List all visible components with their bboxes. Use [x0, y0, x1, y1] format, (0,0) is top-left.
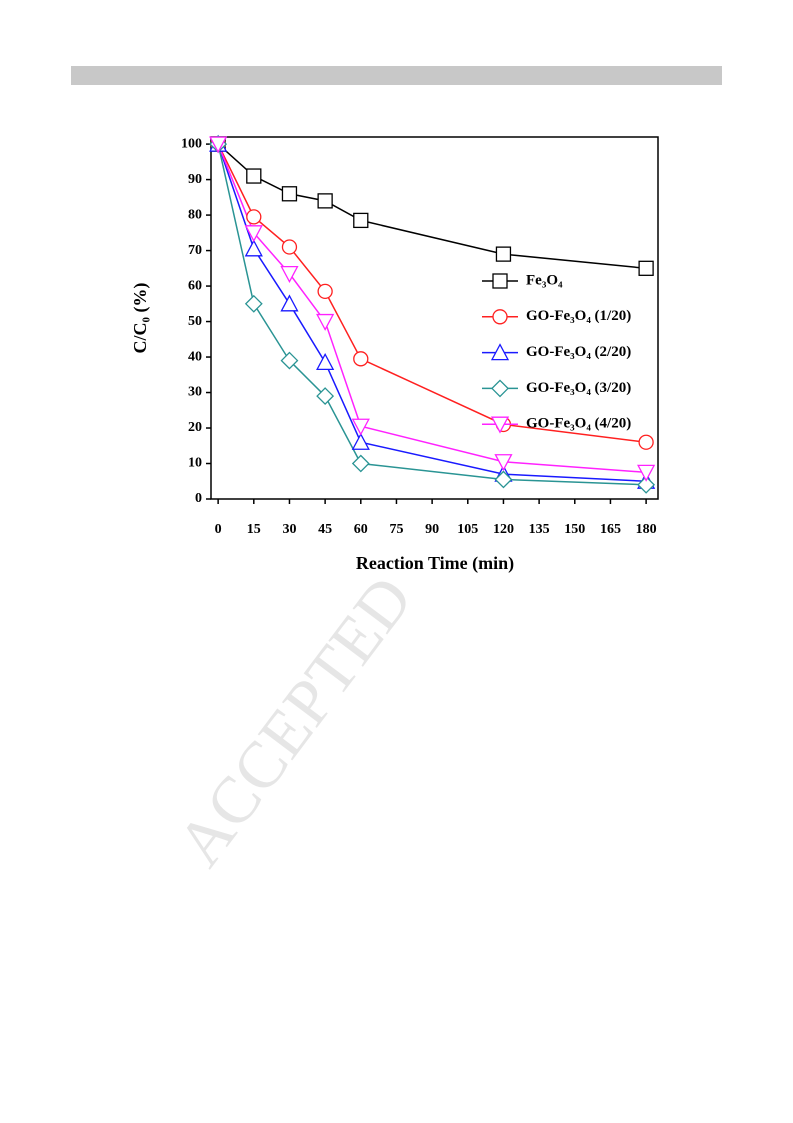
marker [638, 434, 654, 450]
x-tick-label: 30 [282, 522, 296, 537]
marker [316, 387, 335, 405]
y-tick-label: 90 [188, 172, 202, 187]
marker [281, 186, 298, 202]
y-axis-title: C/C₀ (%) [130, 283, 151, 354]
x-tick-label: 60 [354, 522, 368, 537]
marker [495, 246, 512, 262]
x-tick-label: 165 [600, 522, 621, 537]
y-tick-label: 80 [188, 207, 202, 222]
x-tick-label: 135 [529, 522, 550, 537]
x-tick-label: 120 [493, 522, 514, 537]
x-tick-label: 75 [389, 522, 403, 537]
marker [280, 265, 299, 284]
y-tick-label: 0 [195, 491, 202, 506]
legend-marker [491, 379, 509, 398]
y-tick-label: 60 [188, 278, 202, 293]
marker [244, 239, 263, 257]
marker [316, 313, 335, 331]
marker [353, 351, 369, 367]
y-tick-label: 10 [188, 456, 202, 471]
marker [244, 225, 263, 243]
marker [351, 418, 370, 436]
marker [246, 168, 262, 184]
plot-frame [210, 136, 659, 500]
y-tick-label: 20 [188, 420, 202, 435]
legend-label: GO-Fe₃O₄ (3/20) [526, 380, 631, 396]
x-axis-title: Reaction Time (min) [356, 553, 514, 574]
x-tick-label: 15 [247, 522, 261, 537]
x-tick-label: 0 [215, 522, 222, 537]
marker [317, 283, 333, 300]
marker [351, 432, 370, 450]
x-tick-label: 180 [636, 522, 657, 537]
legend-marker [490, 416, 510, 434]
marker [637, 464, 656, 482]
marker [637, 475, 656, 494]
marker [494, 470, 513, 489]
marker [244, 294, 263, 313]
legend-marker [490, 343, 510, 361]
marker [280, 351, 299, 370]
legend-label: GO-Fe₃O₄ (2/20) [526, 344, 631, 360]
legend-marker [492, 309, 508, 325]
x-tick-label: 90 [425, 522, 439, 537]
y-tick-label: 30 [188, 385, 202, 400]
y-tick-label: 40 [188, 349, 202, 364]
marker [281, 239, 298, 255]
legend-label: GO-Fe₃O₄ (4/20) [526, 416, 631, 432]
marker [209, 136, 228, 154]
marker [353, 212, 369, 229]
x-tick-label: 45 [318, 522, 332, 537]
x-tick-label: 150 [564, 522, 585, 537]
x-tick-label: 105 [457, 522, 478, 537]
watermark: ACCEPTED [163, 563, 427, 879]
marker [280, 294, 299, 312]
y-tick-label: 100 [181, 136, 202, 151]
legend-marker [492, 273, 508, 289]
marker [246, 209, 262, 225]
legend-label: GO-Fe₃O₄ (1/20) [526, 308, 631, 324]
legend-label: Fe₃O₄ [526, 272, 563, 288]
marker [351, 454, 370, 473]
marker [317, 193, 333, 209]
y-tick-label: 70 [188, 243, 202, 258]
marker [638, 260, 654, 276]
y-tick-label: 50 [188, 314, 202, 329]
header-bar [71, 66, 722, 85]
marker [494, 454, 513, 472]
marker [316, 352, 335, 371]
